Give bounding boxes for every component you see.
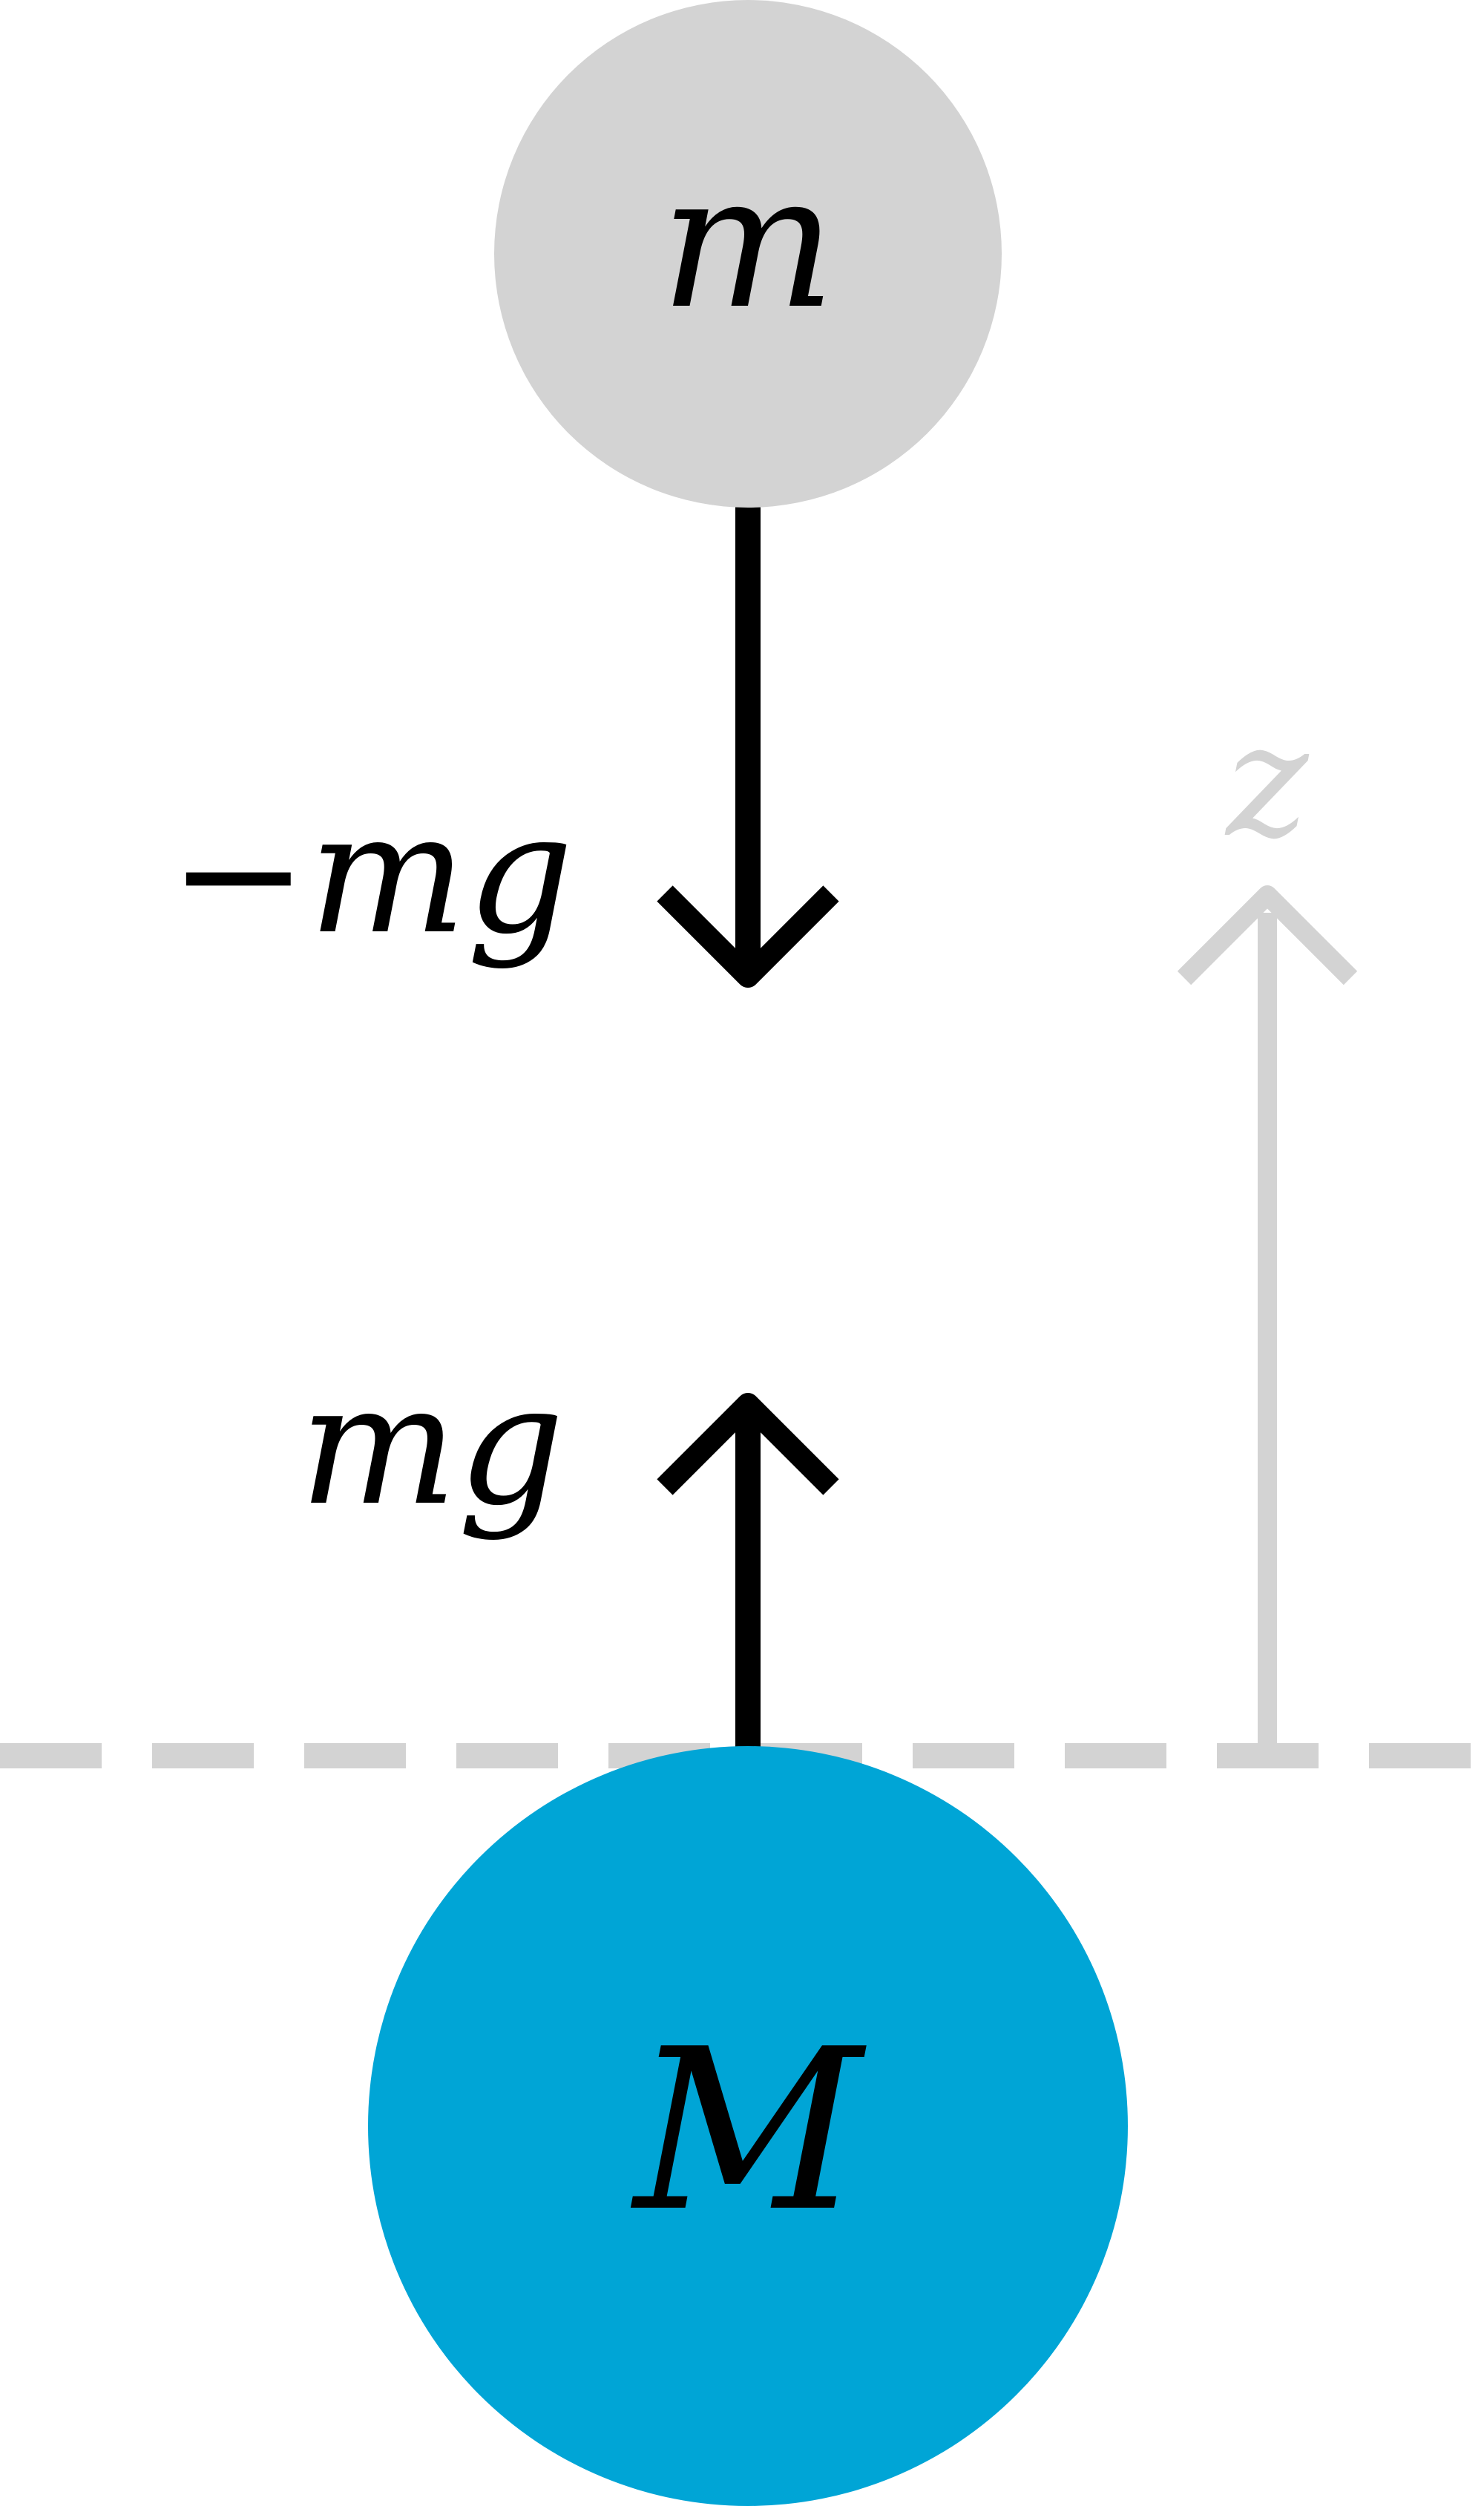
- force-up-label: mg: [299, 1348, 564, 1543]
- force-up-arrow: [657, 1393, 839, 1756]
- z-axis-arrow: [1177, 885, 1358, 1756]
- force-down-label: −mg: [168, 777, 574, 971]
- z-axis-label: z: [1224, 690, 1310, 872]
- large-mass-circle: [368, 1746, 1128, 2506]
- force-down-arrow: [657, 490, 839, 988]
- small-mass-label: m: [660, 134, 835, 350]
- small-mass-circle: [494, 0, 1002, 508]
- large-mass-label: M: [631, 2001, 867, 2260]
